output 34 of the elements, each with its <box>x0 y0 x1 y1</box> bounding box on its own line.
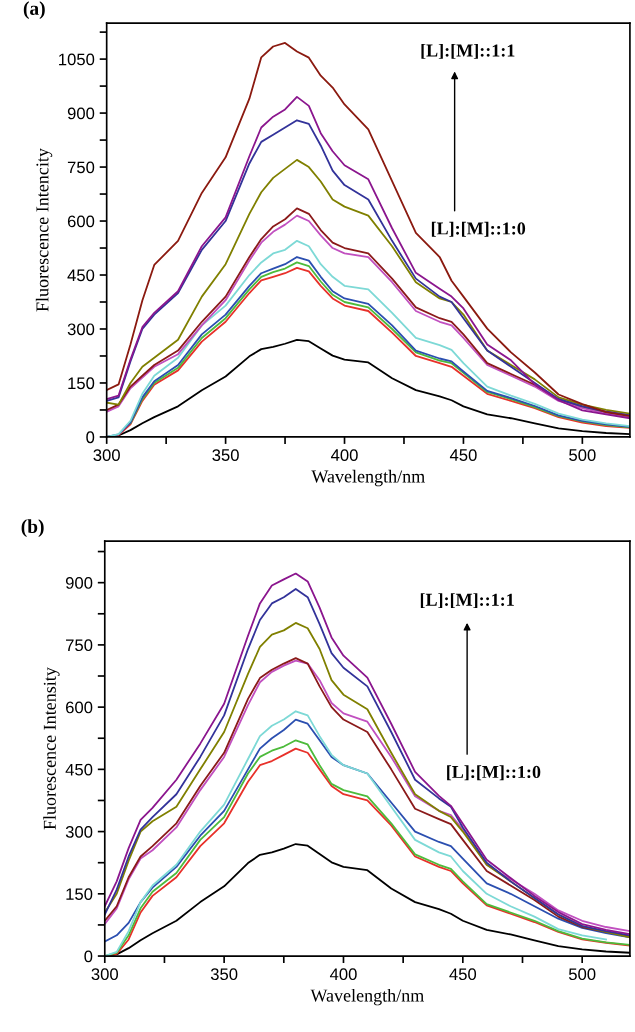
y-tick-label: 150 <box>66 888 93 901</box>
y-tick-label: 450 <box>65 763 93 776</box>
annotation: [L]:[M]::1:1 <box>420 593 514 609</box>
y-tick-label: 600 <box>67 215 95 228</box>
annotation: [L]:[M]::1:1 <box>421 43 515 59</box>
y-tick-label: 900 <box>67 107 95 120</box>
y-tick-label: 450 <box>67 269 95 282</box>
y-tick-label: 0 <box>84 950 93 963</box>
x-tick-label: 300 <box>93 449 120 461</box>
x-tick-label: 500 <box>568 968 596 981</box>
x-tick-label: 450 <box>449 449 477 461</box>
x-tick-label: 350 <box>210 968 238 981</box>
y-tick-label: 0 <box>86 431 95 444</box>
y-tick-label: 300 <box>65 825 93 838</box>
x-tick-label: 350 <box>212 449 239 461</box>
annotation: [L]:[M]::1:0 <box>431 221 526 237</box>
y-tick-label: 1050 <box>59 53 95 66</box>
y-tick-label: 150 <box>68 377 95 390</box>
x-tick-label: 400 <box>329 968 357 981</box>
y-tick-label: 900 <box>65 577 93 589</box>
y-axis-title: Fluorescence Intensity <box>43 667 60 830</box>
annotation: [L]:[M]::1:0 <box>447 765 541 781</box>
y-tick-label: 750 <box>66 639 93 652</box>
y-tick-label: 300 <box>67 323 95 336</box>
x-tick-label: 450 <box>449 968 477 981</box>
y-tick-label: 750 <box>67 161 95 174</box>
x-axis-title: Wavelength/nm <box>310 988 424 1006</box>
chart-title: (a) <box>23 1 45 19</box>
y-tick-label: 600 <box>66 701 93 714</box>
x-tick-label: 500 <box>569 449 596 461</box>
y-axis-title: Fluorescence Intencity <box>35 148 53 312</box>
chart-title: (b) <box>21 519 44 537</box>
x-axis-title: Wavelength/nm <box>311 469 425 487</box>
x-tick-label: 400 <box>331 449 358 461</box>
